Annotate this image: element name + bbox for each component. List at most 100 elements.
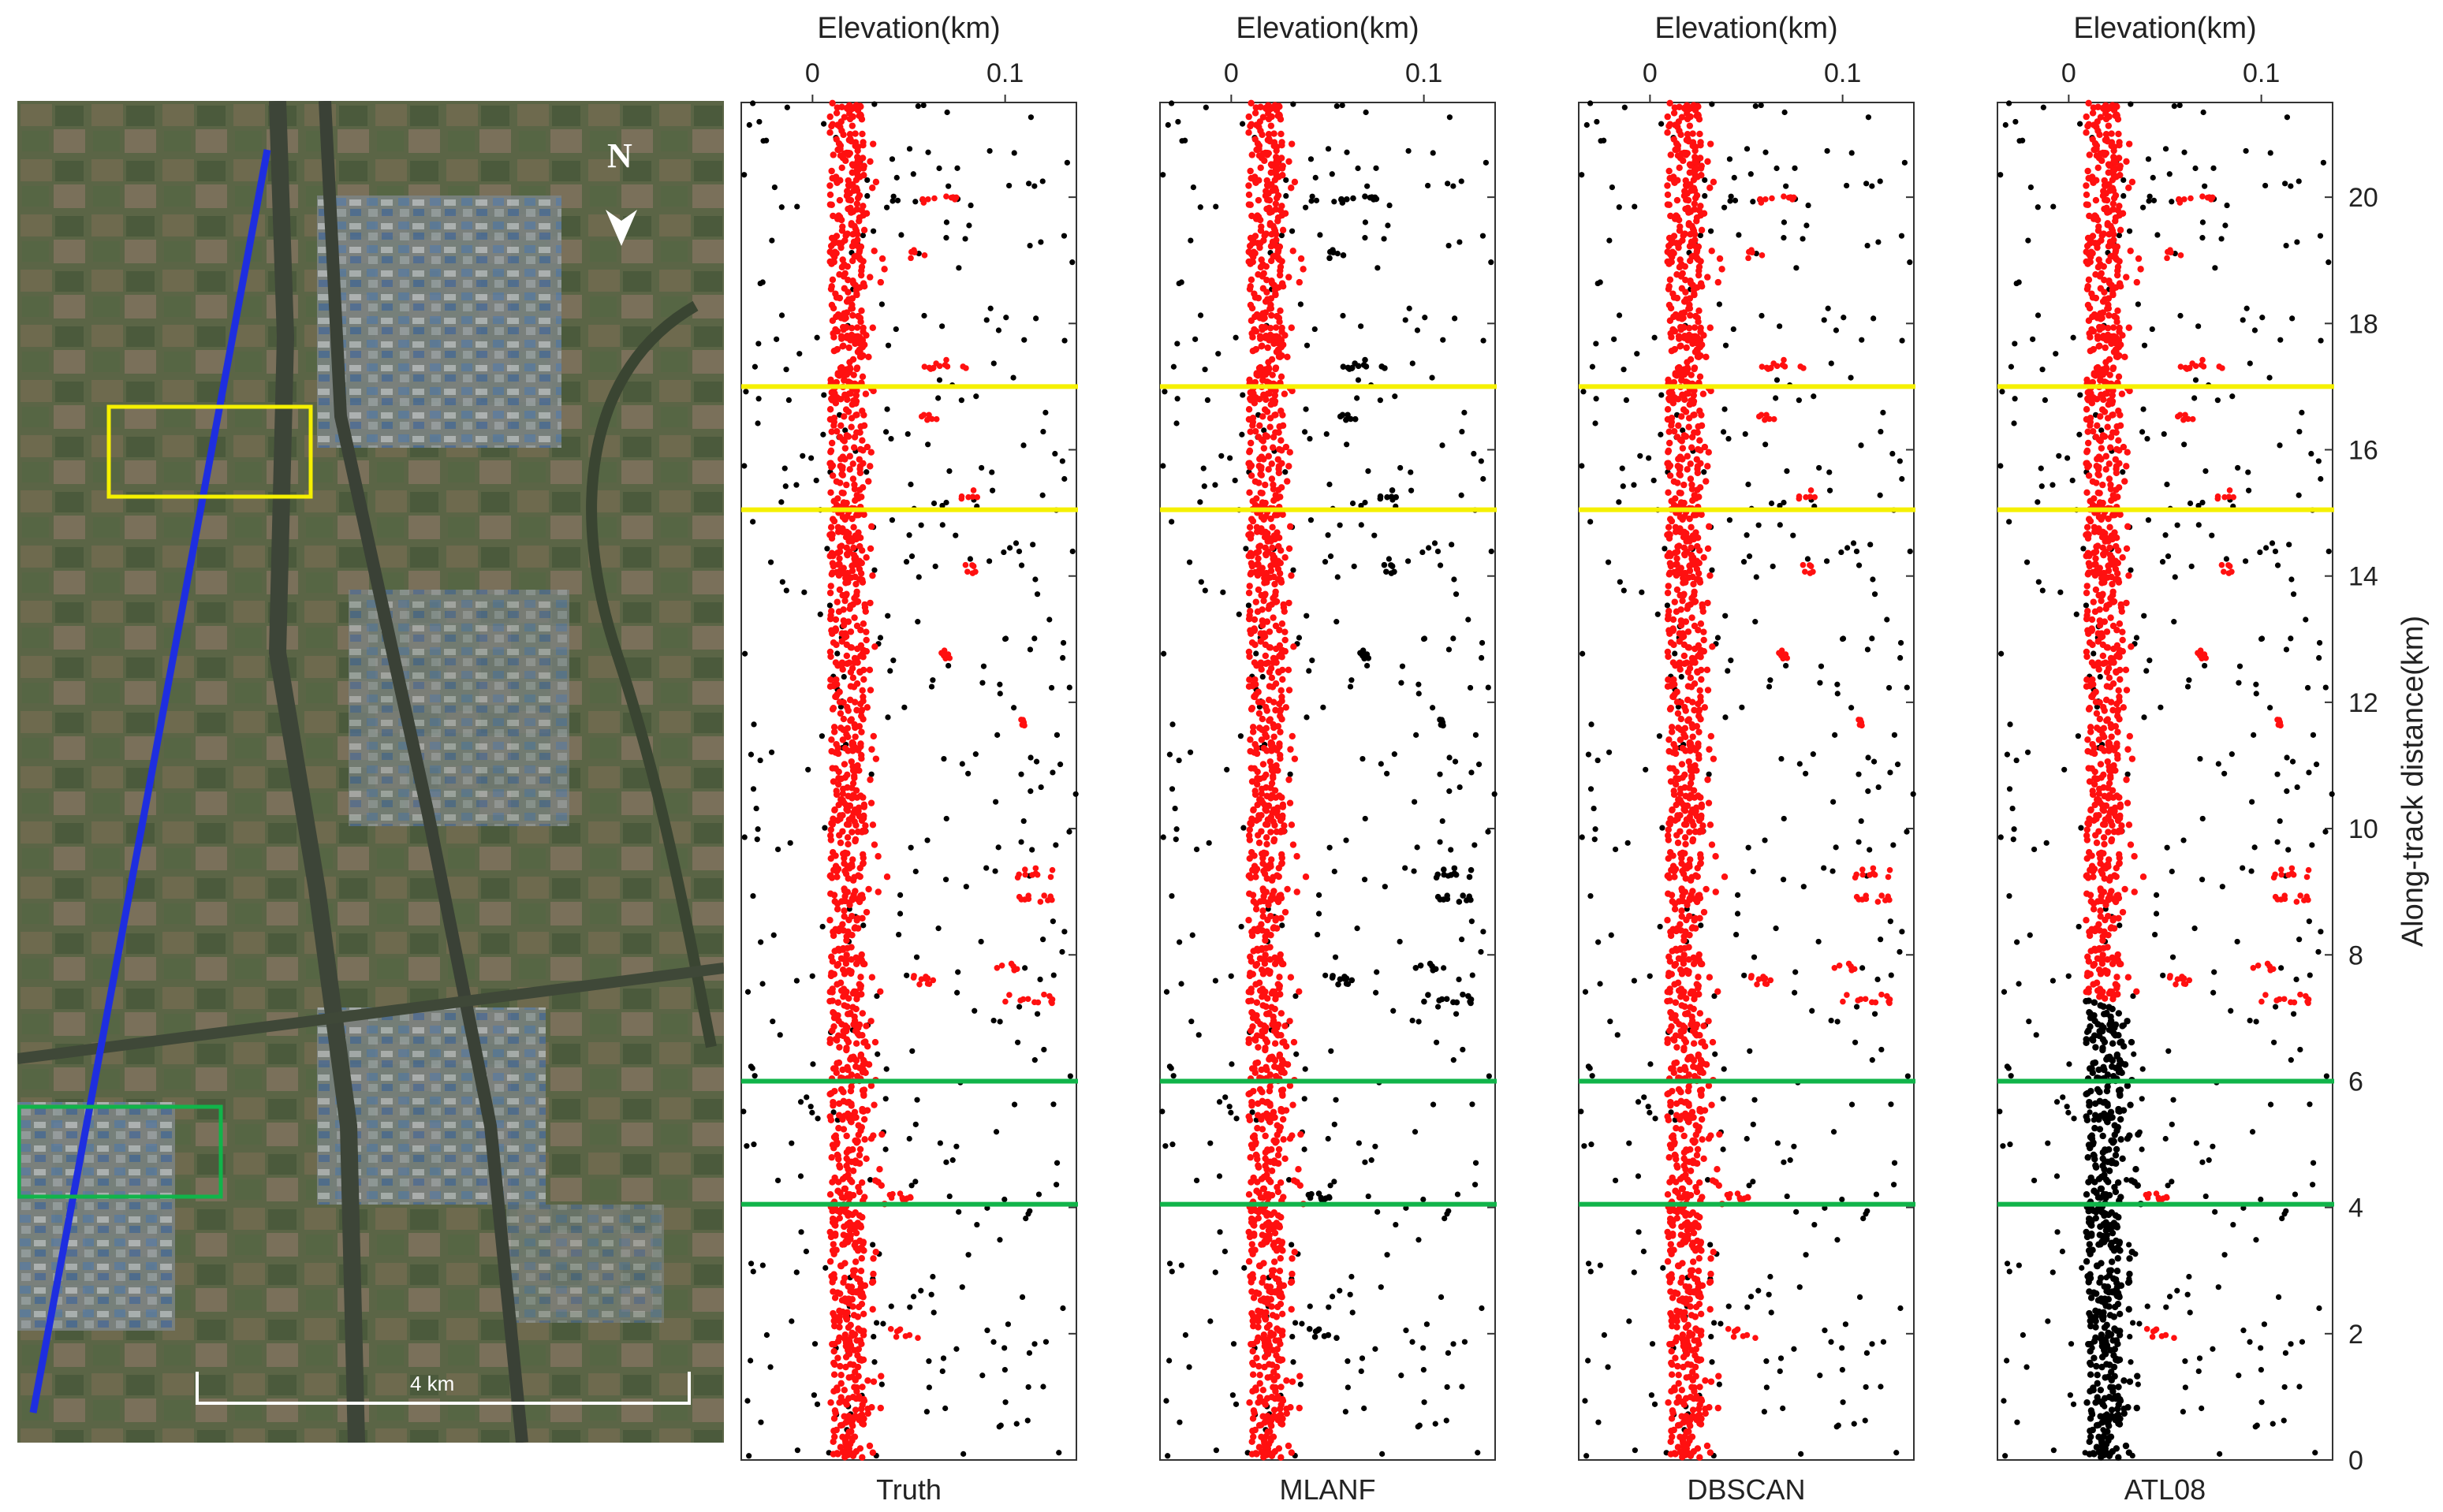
ground-point [831,1340,838,1348]
cluster-point [1412,964,1419,971]
noise-point [1429,374,1435,381]
noise-point [1781,815,1787,822]
noise-point [1658,121,1665,127]
ground-point [1261,232,1268,240]
cluster-point [1046,992,1053,1000]
ground-point [841,310,848,317]
noise-point [1325,532,1331,538]
noise-point [1707,228,1714,234]
ground-point [1277,1123,1284,1131]
cluster-point [1758,199,1765,206]
noise-point [1064,159,1070,166]
ground-point [846,466,853,473]
noise-point [783,587,789,594]
ground-point [837,1443,845,1451]
ground-point [1253,960,1261,968]
noise-point [1189,932,1195,938]
ground-point [1245,182,1252,189]
ground-point [1259,622,1266,629]
ground-point [858,1179,866,1186]
noise-point [1870,758,1878,765]
cluster-point [1326,255,1333,262]
noise-point [1641,1094,1647,1100]
noise-point [1901,159,1908,166]
noise-point [1750,1121,1756,1127]
noise-point [1594,757,1601,764]
ground-point [1281,628,1289,635]
ground-point [849,931,856,939]
noise-point [898,232,904,238]
ground-point [829,317,837,324]
ground-point [1277,116,1285,123]
noise-point [1020,817,1027,825]
ground-point [1270,888,1277,895]
ground-point [829,1279,836,1286]
ground-point [849,1296,856,1303]
cluster-point [1744,1331,1751,1339]
ground-point [851,873,858,881]
ground-point [852,177,860,184]
ground-point [840,1126,848,1133]
ground-point [834,311,842,318]
noise-point [1585,1261,1592,1267]
noise-point [1867,847,1873,853]
ground-point [1248,821,1255,828]
ground-point [1247,1154,1254,1161]
ground-point [834,345,841,353]
ground-point [1253,1354,1260,1361]
cluster-point [1807,487,1815,493]
ground-point [826,248,834,255]
ground-point [1267,1179,1274,1186]
cluster-point [1305,1191,1312,1198]
ground-point [857,570,865,577]
ground-point [1251,478,1259,485]
x-tick-label: 0 [1643,58,1658,88]
noise-point [943,1159,949,1165]
ground-point [831,948,838,955]
ground-point [1267,931,1274,939]
ground-point [1251,1426,1259,1434]
ground-point [854,106,862,114]
ground-point [1251,378,1259,386]
ground-point [845,1449,852,1456]
noise-point [1745,844,1751,851]
ground-point [833,740,840,748]
noise-point [1664,602,1671,609]
ground-point [853,598,861,605]
ground-point [1249,240,1256,247]
noise-point [1442,1216,1448,1222]
ground-point [1258,436,1266,444]
ground-point [1249,422,1256,429]
noise-point [1712,1051,1718,1057]
noise-point [1595,939,1602,945]
noise-point [1177,939,1183,945]
cluster-point [1344,196,1350,203]
ground-point [1666,472,1674,479]
ground-point [1269,544,1276,552]
noise-point [1001,1345,1008,1351]
noise-point [1398,1372,1404,1379]
ground-point [852,724,859,732]
ground-point [1270,130,1277,137]
ground-point [1273,925,1281,932]
ground-point [1249,517,1257,525]
ground-point [1267,1296,1275,1303]
ground-point [1293,853,1300,860]
ground-point [1268,1267,1276,1275]
ground-point [1249,1347,1256,1355]
ground-point [1272,492,1279,499]
noise-point [1033,315,1039,322]
noise-point [931,1309,937,1316]
ground-point [852,1229,860,1237]
ground-point [1262,806,1269,813]
ground-point [848,716,855,723]
cluster-point [1852,874,1859,881]
ground-point [1277,1068,1285,1076]
noise-point [942,1405,949,1412]
ground-point [826,1036,834,1043]
ground-point [854,659,861,666]
ground-point [1264,1146,1271,1153]
cluster-point [994,964,1001,971]
ground-point [847,196,855,204]
green-region-box [17,1104,223,1199]
